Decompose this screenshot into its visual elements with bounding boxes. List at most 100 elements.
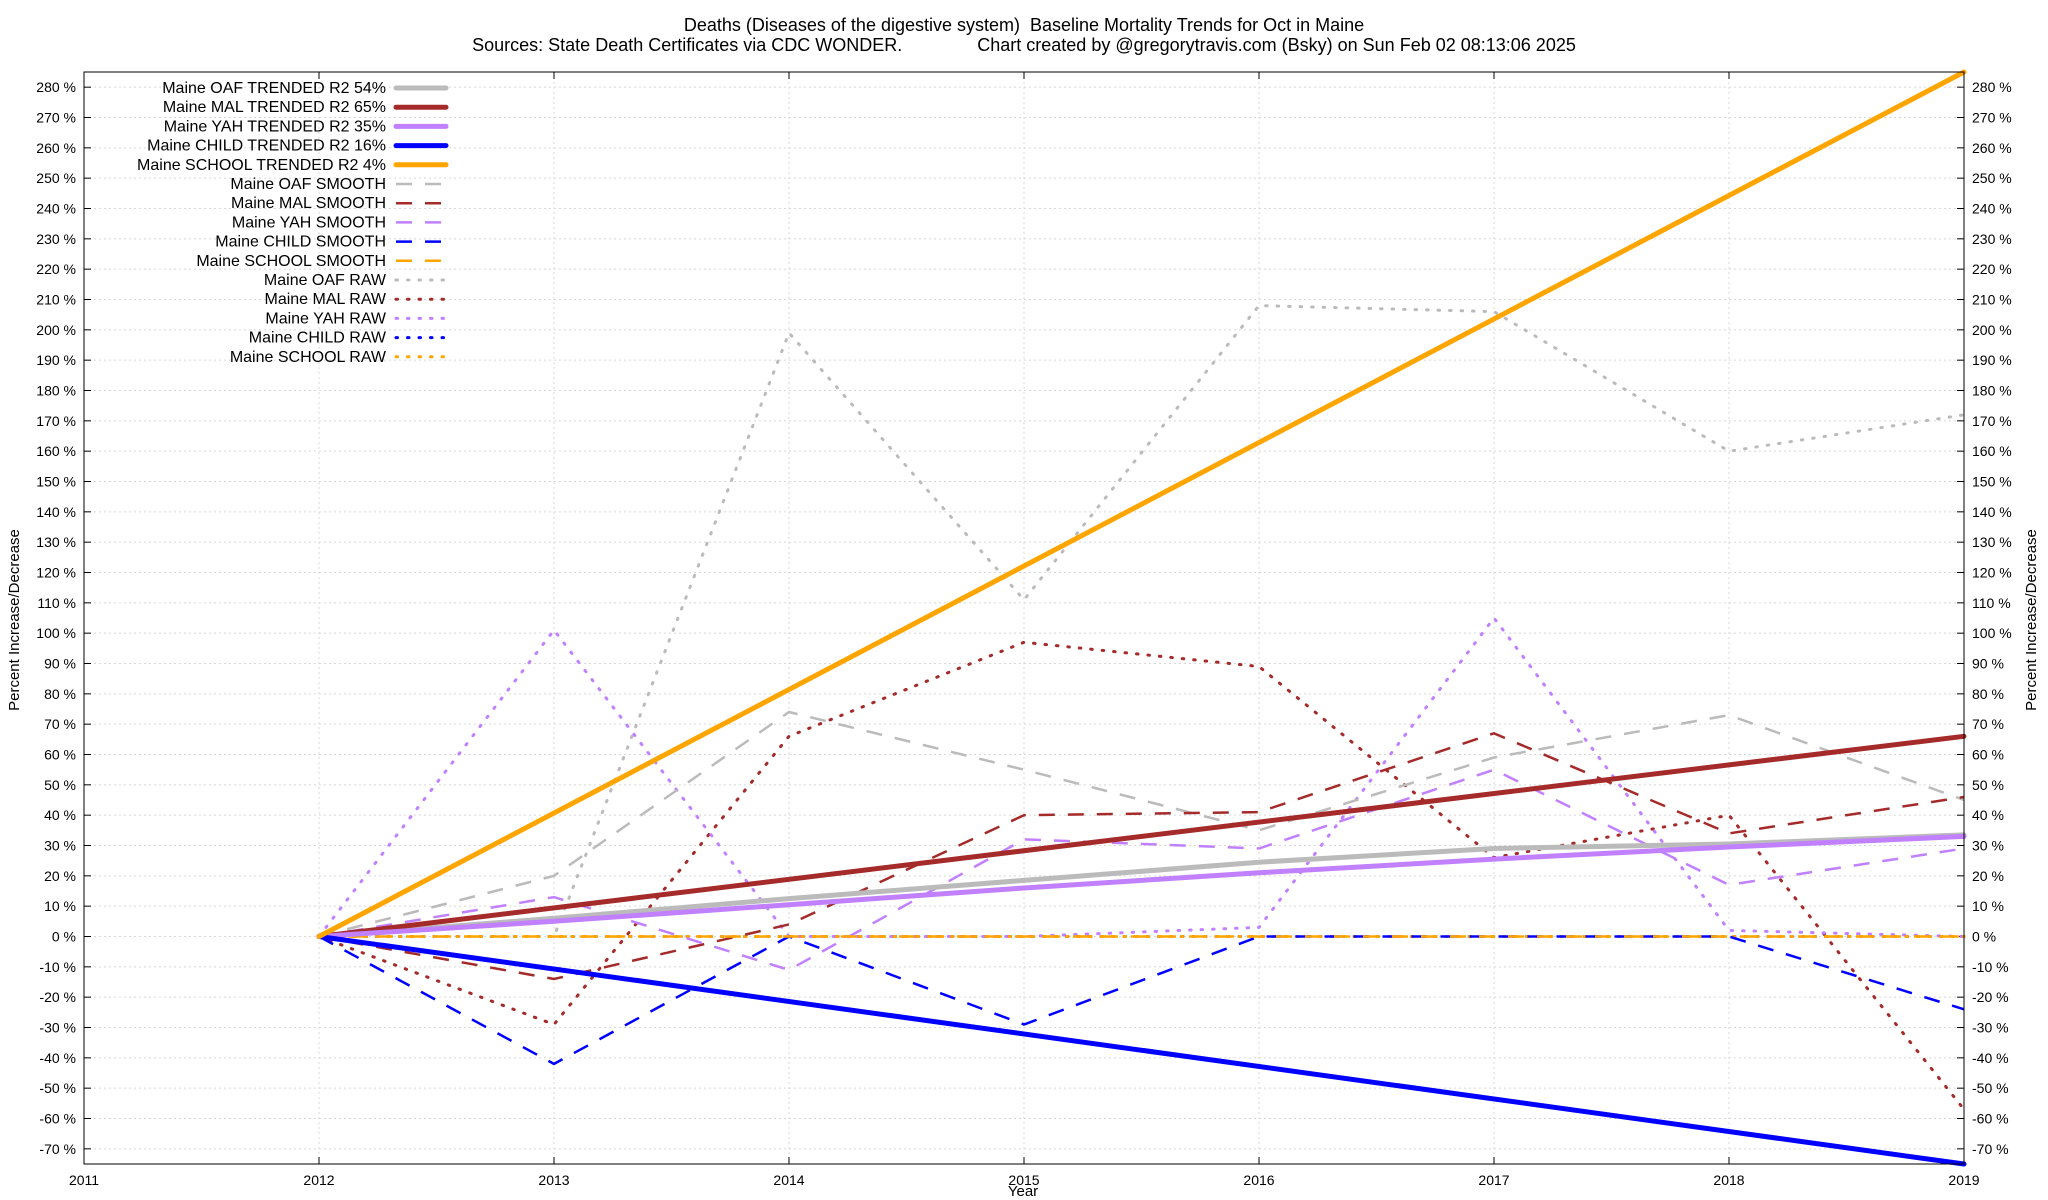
y-tick-label: 240 % — [36, 201, 76, 217]
y-tick-label: 260 % — [36, 140, 76, 156]
legend-label: Maine OAF SMOOTH — [230, 176, 386, 193]
y-tick-label: 60 % — [1972, 747, 2004, 763]
y-tick-label: 40 % — [1972, 807, 2004, 823]
x-tick-label: 2013 — [538, 1172, 569, 1188]
y-tick-label: 280 % — [36, 79, 76, 95]
y-tick-label: 210 % — [1972, 292, 2012, 308]
series-line-maine-oaf-smooth — [318, 710, 1965, 938]
y-tick-label: 270 % — [36, 110, 76, 126]
y-tick-label: -70 % — [39, 1141, 76, 1157]
y-tick-label: 60 % — [44, 747, 76, 763]
y-tick-label: 20 % — [44, 868, 76, 884]
series-line-maine-yah-raw — [317, 615, 1966, 938]
y-tick-label: 240 % — [1972, 201, 2012, 217]
y-tick-label: 130 % — [1972, 534, 2012, 550]
x-tick-label: 2014 — [773, 1172, 804, 1188]
y-tick-label: 10 % — [44, 898, 76, 914]
series-line-maine-oaf-raw — [317, 304, 1966, 938]
y-tick-label: 230 % — [1972, 231, 2012, 247]
y-tick-label: 210 % — [36, 292, 76, 308]
legend-label: Maine CHILD SMOOTH — [215, 234, 386, 251]
x-axis-label: Year — [1008, 1183, 1038, 1200]
plot-frame — [83, 71, 1965, 1165]
legend-label: Maine OAF RAW — [264, 272, 387, 289]
legend-label: Maine OAF TRENDED R2 54% — [162, 80, 386, 97]
y-tick-label: 0 % — [52, 929, 76, 945]
y-tick-label: 120 % — [1972, 565, 2012, 581]
y-tick-label: -50 % — [1972, 1080, 2009, 1096]
y-tick-label: 190 % — [1972, 352, 2012, 368]
y-tick-label: 200 % — [1972, 322, 2012, 338]
y-tick-label: 50 % — [44, 777, 76, 793]
y-tick-label: -50 % — [39, 1080, 76, 1096]
series-line-maine-mal-smooth — [318, 731, 1965, 981]
y-tick-label: 220 % — [1972, 261, 2012, 277]
y-tick-label: 280 % — [1972, 79, 2012, 95]
y-tick-label: 150 % — [36, 474, 76, 490]
y-tick-label: 100 % — [1972, 625, 2012, 641]
series-line-maine-oaf-trended-r2-54 — [316, 832, 1967, 939]
x-tick-label: 2017 — [1478, 1172, 1509, 1188]
y-tick-label: 220 % — [36, 261, 76, 277]
y-tick-label: 120 % — [36, 565, 76, 581]
chart-title: Deaths (Diseases of the digestive system… — [684, 15, 1364, 35]
y-tick-label: 20 % — [1972, 868, 2004, 884]
y-tick-label: 170 % — [1972, 413, 2012, 429]
legend-label: Maine SCHOOL TRENDED R2 4% — [137, 157, 386, 174]
y-tick-label: 140 % — [36, 504, 76, 520]
x-tick-label: 2011 — [69, 1172, 99, 1188]
series-line-maine-yah-smooth — [318, 768, 1965, 972]
y-tick-label: -20 % — [1972, 989, 2009, 1005]
y-tick-label: 250 % — [1972, 170, 2012, 186]
series-line-maine-yah-trended-r2-35 — [316, 833, 1967, 939]
y-tick-label: -60 % — [1972, 1111, 2009, 1127]
legend-label: Maine MAL RAW — [264, 291, 386, 308]
y-tick-label: 10 % — [1972, 898, 2004, 914]
y-tick-label: 90 % — [1972, 656, 2004, 672]
y-tick-label: 180 % — [36, 383, 76, 399]
y-axis-right-ticks: -70 % -60 % -50 % -40 % -30 % -20 % -10 % 0 % 10… — [1957, 79, 2012, 1157]
y-axis-label-right: Percent Increase/Decrease — [2023, 529, 2040, 711]
y-tick-label: 140 % — [1972, 504, 2012, 520]
x-tick-label: 2016 — [1243, 1172, 1274, 1188]
series-line-maine-mal-trended-r2-65 — [316, 733, 1967, 939]
legend-label: Maine SCHOOL SMOOTH — [196, 253, 386, 270]
series-line-maine-school-trended-r2-4 — [316, 69, 1967, 939]
y-tick-label: -40 % — [39, 1050, 76, 1066]
y-tick-label: -60 % — [39, 1111, 76, 1127]
y-tick-label: 110 % — [37, 595, 76, 611]
y-tick-label: 100 % — [36, 625, 76, 641]
y-tick-label: -30 % — [1972, 1020, 2009, 1036]
x-tick-label: 2012 — [303, 1172, 334, 1188]
x-axis-ticks: 2011 2012 2013 2014 2015 2016 2017 2018 2019 — [69, 72, 1980, 1188]
legend-label: Maine SCHOOL RAW — [230, 349, 387, 366]
y-tick-label: 90 % — [44, 656, 76, 672]
y-tick-label: 150 % — [1972, 474, 2012, 490]
y-tick-label: 80 % — [44, 686, 76, 702]
series-line-maine-child-trended-r2-16 — [316, 934, 1967, 1167]
legend-label: Maine YAH RAW — [265, 310, 387, 327]
legend-label: Maine CHILD TRENDED R2 16% — [147, 138, 386, 155]
y-tick-label: 160 % — [1972, 443, 2012, 459]
x-tick-label: 2018 — [1713, 1172, 1744, 1188]
y-tick-label: 80 % — [1972, 686, 2004, 702]
legend-label: Maine MAL TRENDED R2 65% — [163, 99, 386, 116]
legend-label: Maine MAL SMOOTH — [231, 195, 386, 212]
y-tick-label: 30 % — [1972, 838, 2004, 854]
y-tick-label: -10 % — [39, 959, 76, 975]
series-group — [316, 69, 1967, 1167]
y-tick-label: 180 % — [1972, 383, 2012, 399]
y-axis-label-left: Percent Increase/Decrease — [6, 529, 23, 711]
y-tick-label: 0 % — [1972, 929, 1996, 945]
legend: Maine OAF TRENDED R2 54% Maine MAL TRENDE… — [137, 80, 449, 366]
y-tick-label: -20 % — [39, 989, 76, 1005]
legend-label: Maine YAH SMOOTH — [232, 214, 386, 231]
y-tick-label: 40 % — [44, 807, 76, 823]
y-tick-label: -40 % — [1972, 1050, 2009, 1066]
y-tick-label: 200 % — [36, 322, 76, 338]
y-tick-label: 130 % — [36, 534, 76, 550]
y-tick-label: 270 % — [1972, 110, 2012, 126]
x-tick-label: 2015 — [1008, 1172, 1039, 1188]
y-tick-label: 70 % — [1972, 716, 2004, 732]
